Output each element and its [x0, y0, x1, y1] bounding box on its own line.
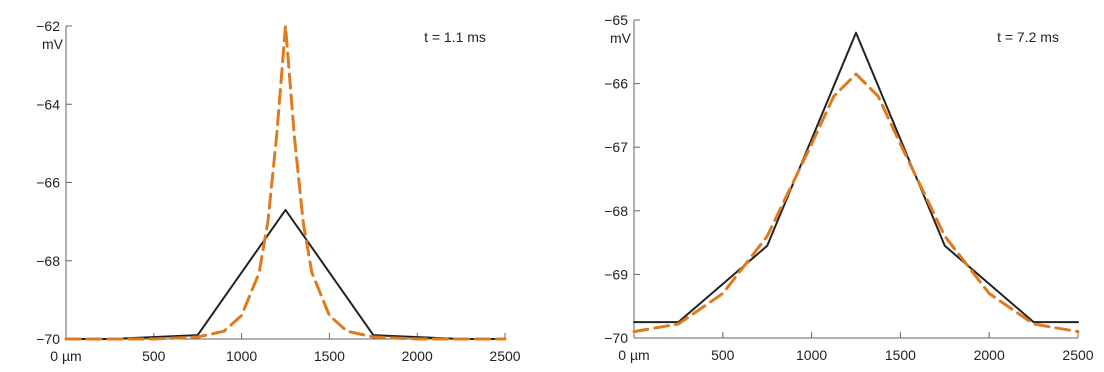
- x-tick-label: 500: [142, 348, 166, 364]
- y-tick-label: −68: [604, 203, 628, 219]
- y-tick-label: −67: [604, 139, 628, 155]
- y-tick-label: −69: [604, 266, 628, 282]
- y-tick-label: −70: [604, 330, 628, 346]
- y-tick-label: −62: [36, 18, 60, 34]
- y-axis-label: mV: [42, 36, 64, 52]
- solid-series-line: [65, 208, 506, 340]
- x-tick-label: 1500: [314, 348, 345, 364]
- time-annotation: t = 1.1 ms: [424, 29, 486, 45]
- time-annotation: t = 7.2 ms: [997, 29, 1059, 45]
- x-tick-label: 1000: [226, 348, 257, 364]
- y-tick-label: −64: [36, 96, 60, 112]
- y-tick-label: −65: [604, 12, 628, 28]
- solid-series-line: [633, 31, 1079, 324]
- x-tick-label: 0 µm: [50, 348, 81, 364]
- x-tick-label: 1000: [796, 347, 827, 363]
- y-tick-label: −66: [604, 76, 628, 92]
- x-tick-label: 0 µm: [618, 347, 649, 363]
- x-tick-label: 1500: [885, 347, 916, 363]
- x-tick-label: 2500: [1062, 347, 1093, 363]
- y-tick-label: −66: [36, 175, 60, 191]
- chart-panel-2: −65 −66 −67 −68 −69 −70 mV 0 µm 500 1000 1500 2000 2…: [604, 12, 1094, 363]
- chart-panel-1: −62 −64 −66 −68 −70 mV 0 µm 500 1000 1500 2000 2500…: [36, 18, 521, 364]
- x-tick-label: 2000: [402, 348, 433, 364]
- x-tick-label: 2000: [974, 347, 1005, 363]
- dashed-series-line: [64, 24, 507, 341]
- x-tick-label: 500: [711, 347, 735, 363]
- y-tick-label: −70: [36, 331, 60, 347]
- y-tick-label: −68: [36, 253, 60, 269]
- y-axis-label: mV: [610, 30, 632, 46]
- x-tick-label: 2500: [489, 348, 520, 364]
- dashed-series-line: [632, 72, 1080, 334]
